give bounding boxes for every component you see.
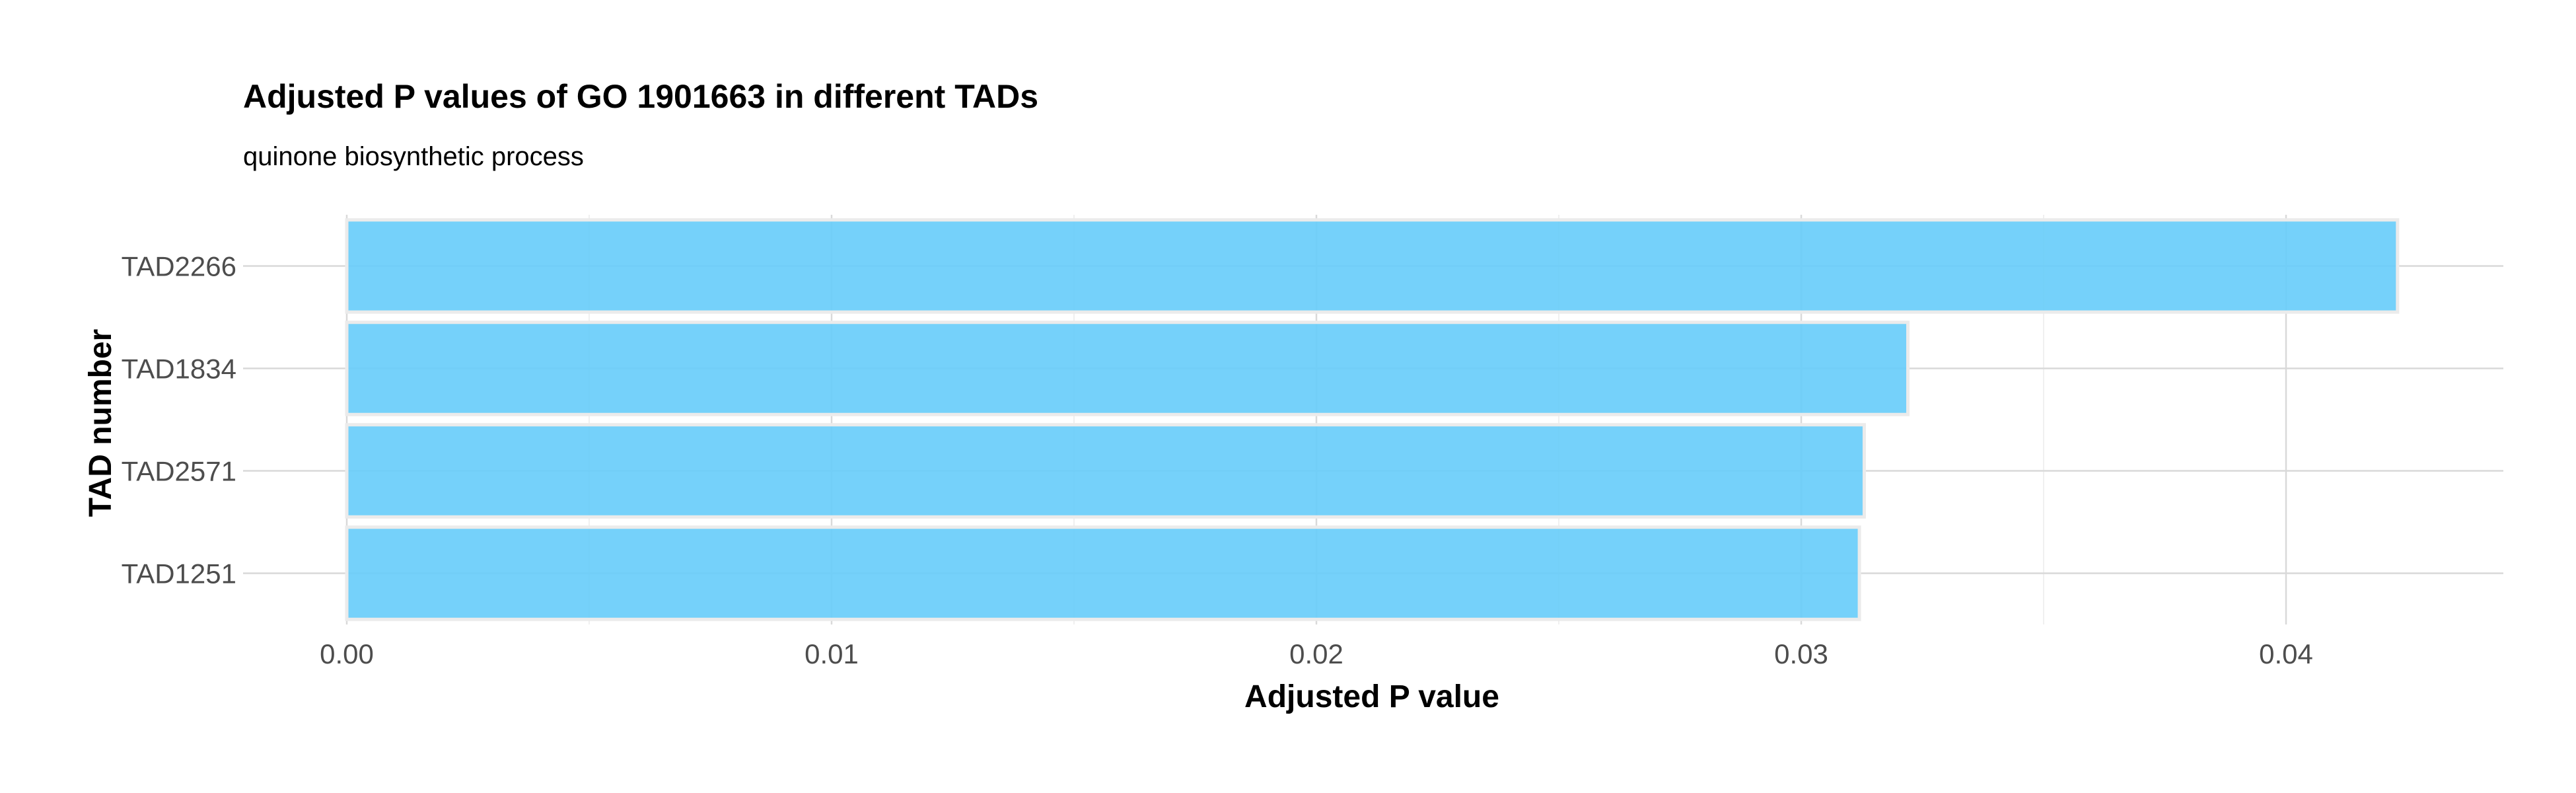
x-tick-label: 0.02 (1289, 638, 1343, 669)
bars (345, 218, 2400, 621)
chart-subtitle: quinone biosynthetic process (243, 142, 584, 171)
x-tick-label: 0.03 (1774, 638, 1828, 669)
y-tick-label: TAD1834 (122, 354, 236, 385)
bar-tad2266 (345, 218, 2400, 314)
x-tick-label: 0.00 (320, 638, 374, 669)
chart-title: Adjusted P values of GO 1901663 in diffe… (243, 78, 1038, 115)
y-axis-title: TAD number (83, 329, 118, 517)
tick-labels: 0.00 0.01 0.02 0.03 0.04 TAD2266 TAD1834 TAD257… (122, 251, 2313, 670)
x-axis-title: Adjusted P value (1244, 679, 1499, 714)
x-tick-label: 0.04 (2259, 638, 2313, 669)
bar-tad1834 (345, 321, 1910, 416)
y-tick-label: TAD2266 (122, 251, 236, 282)
bar-tad2571 (345, 423, 1866, 519)
x-tick-label: 0.01 (805, 638, 859, 669)
y-tick-label: TAD1251 (122, 558, 236, 589)
y-tick-label: TAD2571 (122, 456, 236, 487)
bar-tad1251 (345, 525, 1861, 621)
